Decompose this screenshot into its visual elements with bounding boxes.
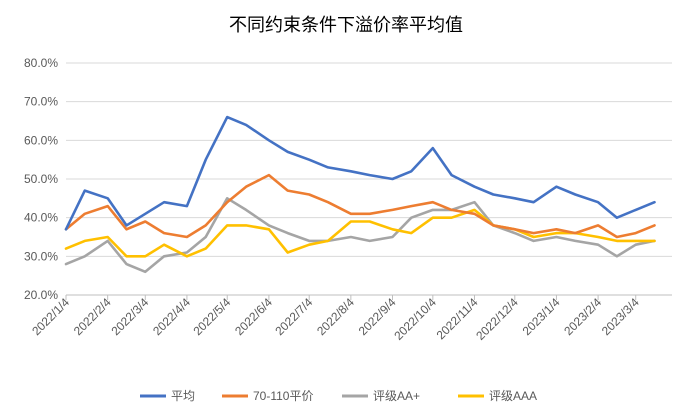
y-tick-label: 30.0% bbox=[24, 249, 58, 263]
x-tick-label: 2022/11/4 bbox=[434, 295, 481, 342]
y-tick-label: 70.0% bbox=[24, 95, 58, 109]
series-line-2 bbox=[64, 197, 656, 274]
y-tick-label: 60.0% bbox=[24, 133, 58, 147]
legend-label: 平均 bbox=[171, 389, 195, 403]
x-tick-label: 2023/3/4 bbox=[599, 295, 642, 338]
y-tick-label: 40.0% bbox=[24, 211, 58, 225]
x-tick-label: 2022/10/4 bbox=[391, 295, 439, 343]
x-tick-label: 2023/1/4 bbox=[520, 295, 563, 338]
series-line-1 bbox=[64, 173, 656, 239]
x-tick-label: 2022/6/4 bbox=[232, 295, 275, 338]
legend: 平均 70-110平价 评级AA+ 评级AAA bbox=[140, 389, 537, 403]
x-tick-label: 2022/8/4 bbox=[314, 295, 357, 338]
x-axis: 2022/1/42022/2/42022/3/42022/4/42022/5/4… bbox=[29, 295, 642, 343]
x-tick-label: 2022/2/4 bbox=[71, 295, 114, 338]
x-tick-label: 2022/7/4 bbox=[272, 295, 315, 338]
legend-label: 评级AAA bbox=[489, 389, 537, 403]
series-lines bbox=[64, 115, 656, 274]
x-tick-label: 2022/12/4 bbox=[473, 295, 521, 343]
chart-title: 不同约束条件下溢价率平均值 bbox=[229, 15, 463, 35]
y-tick-label: 80.0% bbox=[24, 56, 58, 70]
x-tick-label: 2022/5/4 bbox=[190, 295, 233, 338]
y-tick-label: 50.0% bbox=[24, 172, 58, 186]
x-tick-label: 2022/3/4 bbox=[108, 295, 151, 338]
legend-label: 评级AA+ bbox=[373, 389, 420, 403]
series-line-3 bbox=[64, 208, 656, 258]
y-axis: 20.0% 30.0% 40.0% 50.0% 60.0% 70.0% 80.0% bbox=[24, 56, 58, 302]
y-tick-label: 20.0% bbox=[24, 288, 58, 302]
x-tick-label: 2022/4/4 bbox=[150, 295, 193, 338]
x-tick-label: 2023/2/4 bbox=[561, 295, 604, 338]
gridlines bbox=[66, 62, 672, 257]
legend-label: 70-110平价 bbox=[253, 389, 313, 403]
series-line-0 bbox=[64, 115, 656, 231]
